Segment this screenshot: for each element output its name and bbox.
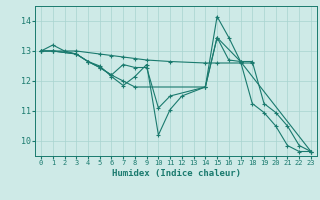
X-axis label: Humidex (Indice chaleur): Humidex (Indice chaleur) bbox=[111, 169, 241, 178]
